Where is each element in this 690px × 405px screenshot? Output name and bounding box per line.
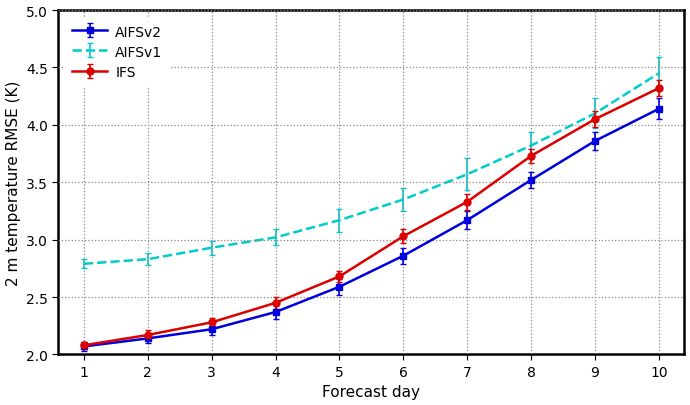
- X-axis label: Forecast day: Forecast day: [322, 384, 420, 399]
- Y-axis label: 2 m temperature RMSE (K): 2 m temperature RMSE (K): [6, 80, 21, 285]
- Legend: AIFSv2, AIFSv1, IFS: AIFSv2, AIFSv1, IFS: [66, 18, 170, 87]
